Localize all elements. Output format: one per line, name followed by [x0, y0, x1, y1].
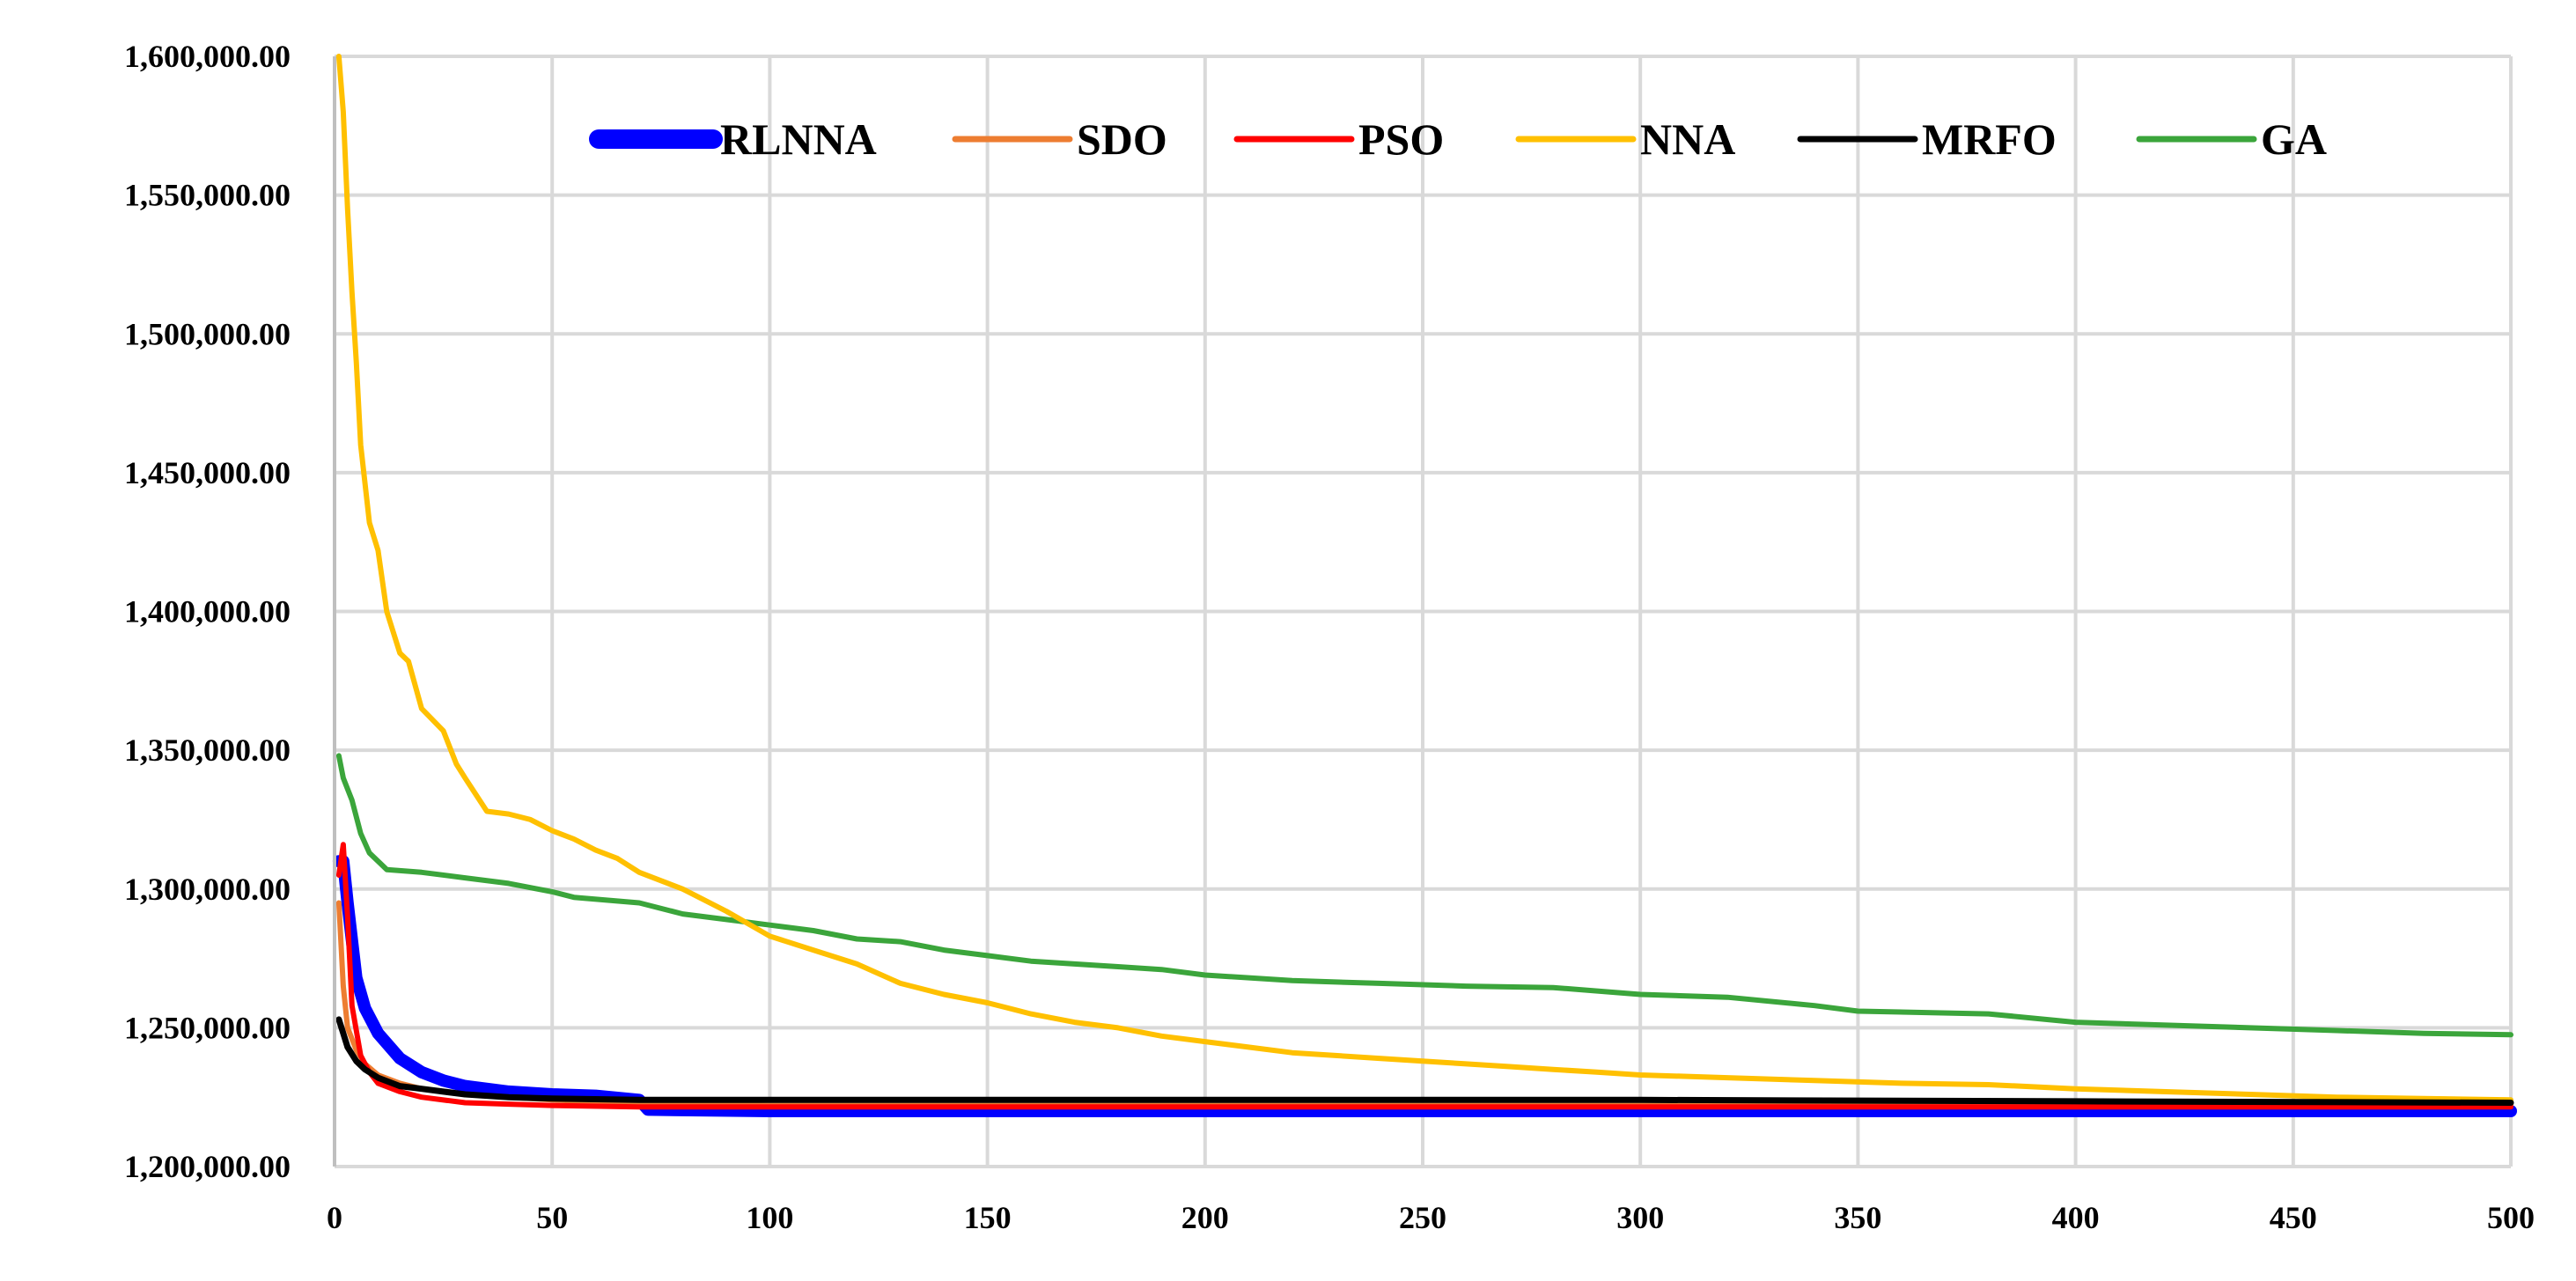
legend-label-pso: PSO — [1358, 114, 1444, 164]
y-tick-label-1600000: 1,600,000.00 — [124, 39, 291, 74]
y-tick-label-1250000: 1,250,000.00 — [124, 1010, 291, 1045]
x-tick-label-50: 50 — [536, 1200, 568, 1235]
series-lines — [332, 54, 2517, 1117]
series-line-nna — [335, 54, 2513, 1103]
series-line-mrfo — [335, 1016, 2514, 1106]
y-tick-label-1550000: 1,550,000.00 — [124, 178, 291, 213]
legend-label-nna: NNA — [1640, 114, 1735, 164]
series-line-ga — [335, 753, 2513, 1038]
y-tick-label-1450000: 1,450,000.00 — [124, 455, 291, 490]
y-tick-label-1300000: 1,300,000.00 — [124, 872, 291, 907]
x-tick-label-150: 150 — [964, 1200, 1012, 1235]
x-tick-label-500: 500 — [2487, 1200, 2535, 1235]
series-line-rlnna — [332, 855, 2517, 1117]
legend-label-rlnna: RLNNA — [720, 114, 877, 164]
x-tick-label-250: 250 — [1399, 1200, 1446, 1235]
x-tick-label-450: 450 — [2270, 1200, 2317, 1235]
y-tick-label-1200000: 1,200,000.00 — [124, 1149, 291, 1184]
y-tick-label-1400000: 1,400,000.00 — [124, 594, 291, 629]
x-tick-label-0: 0 — [327, 1200, 342, 1235]
x-tick-label-400: 400 — [2052, 1200, 2100, 1235]
axes: 0 50 100 150 200 250 300 350 400 450 500 1,200,000.… — [124, 39, 2535, 1235]
x-tick-label-350: 350 — [1834, 1200, 1881, 1235]
legend-label-mrfo: MRFO — [1922, 114, 2057, 164]
gridlines — [333, 55, 2513, 1168]
legend-label-sdo: SDO — [1077, 114, 1167, 164]
legend: RLNNA SDO PSO NNA MRFO GA — [589, 114, 2327, 164]
series-line-pso — [335, 842, 2513, 1110]
y-tick-label-1350000: 1,350,000.00 — [124, 733, 291, 768]
x-tick-label-100: 100 — [746, 1200, 793, 1235]
x-tick-label-300: 300 — [1616, 1200, 1664, 1235]
y-tick-label-1500000: 1,500,000.00 — [124, 316, 291, 351]
x-tick-label-200: 200 — [1181, 1200, 1229, 1235]
legend-label-ga: GA — [2261, 114, 2327, 164]
